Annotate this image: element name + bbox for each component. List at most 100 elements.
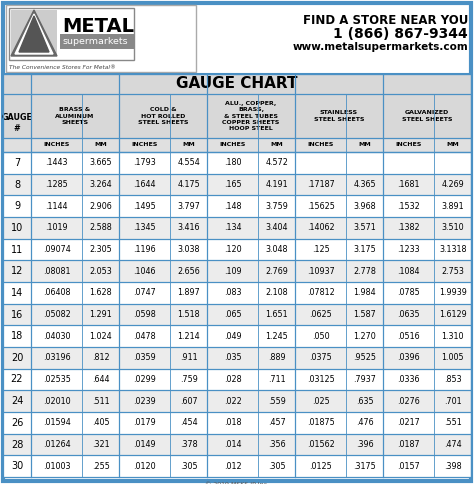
Text: .03196: .03196 — [43, 353, 71, 363]
Text: 11: 11 — [11, 244, 23, 255]
Text: .03125: .03125 — [307, 375, 335, 384]
Text: .3175: .3175 — [353, 462, 376, 470]
Text: .01003: .01003 — [43, 462, 71, 470]
Text: .02535: .02535 — [43, 375, 71, 384]
Text: .1644: .1644 — [134, 180, 156, 189]
Bar — [3, 325, 471, 347]
Text: 1.291: 1.291 — [90, 310, 112, 319]
Text: .457: .457 — [268, 418, 286, 427]
Bar — [3, 390, 471, 412]
Bar — [3, 434, 471, 455]
Text: .321: .321 — [92, 440, 109, 449]
Text: 1 (866) 867-9344: 1 (866) 867-9344 — [333, 27, 468, 41]
Bar — [3, 369, 471, 390]
Text: 1.270: 1.270 — [353, 332, 376, 341]
Text: 1.518: 1.518 — [177, 310, 200, 319]
Text: .09074: .09074 — [43, 245, 71, 254]
Text: 18: 18 — [11, 331, 23, 341]
Text: 4.554: 4.554 — [177, 158, 200, 167]
Text: .035: .035 — [224, 353, 242, 363]
Text: .17187: .17187 — [307, 180, 335, 189]
Text: .0396: .0396 — [397, 353, 420, 363]
Text: INCHES: INCHES — [132, 142, 158, 148]
Text: .0179: .0179 — [133, 418, 156, 427]
Text: .049: .049 — [224, 332, 242, 341]
Text: 9: 9 — [14, 201, 20, 211]
Text: INCHES: INCHES — [308, 142, 334, 148]
Text: .018: .018 — [224, 418, 241, 427]
Bar — [9, 8, 134, 60]
Text: .305: .305 — [268, 462, 285, 470]
Text: 3.797: 3.797 — [177, 202, 200, 211]
Text: .1046: .1046 — [134, 267, 156, 276]
Text: .0359: .0359 — [133, 353, 156, 363]
Text: .559: .559 — [268, 397, 286, 406]
Bar — [3, 74, 471, 94]
Text: .396: .396 — [356, 440, 374, 449]
Text: .607: .607 — [180, 397, 198, 406]
Text: .405: .405 — [92, 418, 109, 427]
Text: 1.005: 1.005 — [441, 353, 464, 363]
Bar — [3, 239, 471, 260]
Bar — [6, 5, 196, 72]
Text: MM: MM — [94, 142, 107, 148]
Text: INCHES: INCHES — [395, 142, 422, 148]
Bar — [3, 347, 471, 369]
Text: 14: 14 — [11, 288, 23, 298]
Text: .0149: .0149 — [133, 440, 156, 449]
Text: The Convenience Stores For Metal®: The Convenience Stores For Metal® — [9, 65, 116, 70]
Text: .028: .028 — [224, 375, 242, 384]
Bar — [3, 217, 471, 239]
Bar — [3, 412, 471, 434]
Text: 3.038: 3.038 — [177, 245, 200, 254]
Text: .378: .378 — [180, 440, 198, 449]
Text: .511: .511 — [92, 397, 109, 406]
Text: 2.906: 2.906 — [90, 202, 112, 211]
Text: GALVANIZED
STEEL SHEETS: GALVANIZED STEEL SHEETS — [402, 110, 452, 121]
Text: 1.214: 1.214 — [177, 332, 200, 341]
Text: 7: 7 — [14, 158, 20, 168]
Text: 2.305: 2.305 — [90, 245, 112, 254]
Text: .1495: .1495 — [133, 202, 156, 211]
Text: .853: .853 — [444, 375, 462, 384]
Text: .1084: .1084 — [398, 267, 420, 276]
Bar — [3, 260, 471, 282]
Text: 1.587: 1.587 — [353, 310, 376, 319]
Text: .083: .083 — [224, 288, 241, 297]
Text: 24: 24 — [11, 396, 23, 406]
Text: 10: 10 — [11, 223, 23, 233]
Text: 3.175: 3.175 — [353, 245, 376, 254]
Text: .1443: .1443 — [46, 158, 68, 167]
Text: 1.984: 1.984 — [354, 288, 376, 297]
Text: MM: MM — [182, 142, 195, 148]
Text: .02010: .02010 — [43, 397, 71, 406]
Text: .120: .120 — [224, 245, 242, 254]
Text: 3.1318: 3.1318 — [439, 245, 466, 254]
Text: .065: .065 — [224, 310, 242, 319]
Text: BRASS &
ALUMINUM
SHEETS: BRASS & ALUMINUM SHEETS — [55, 107, 95, 125]
Text: 2.588: 2.588 — [90, 223, 112, 232]
Text: .0120: .0120 — [133, 462, 156, 470]
Text: .305: .305 — [180, 462, 198, 470]
Text: 4.175: 4.175 — [177, 180, 200, 189]
Polygon shape — [15, 14, 53, 54]
Text: .0598: .0598 — [133, 310, 156, 319]
Text: .1793: .1793 — [133, 158, 156, 167]
Text: .022: .022 — [224, 397, 242, 406]
Text: .1382: .1382 — [397, 223, 420, 232]
Text: .644: .644 — [92, 375, 109, 384]
Text: MM: MM — [270, 142, 283, 148]
Bar — [3, 455, 471, 477]
Text: .0635: .0635 — [397, 310, 420, 319]
Text: STAINLESS
STEEL SHEETS: STAINLESS STEEL SHEETS — [314, 110, 364, 121]
Text: 3.404: 3.404 — [265, 223, 288, 232]
Text: 4.572: 4.572 — [265, 158, 288, 167]
Text: .165: .165 — [224, 180, 242, 189]
Bar — [60, 34, 134, 49]
Bar — [3, 196, 471, 217]
Text: .1285: .1285 — [46, 180, 68, 189]
Text: .9525: .9525 — [353, 353, 376, 363]
Bar — [3, 94, 471, 138]
Text: .1233: .1233 — [397, 245, 420, 254]
Text: .125: .125 — [312, 245, 329, 254]
